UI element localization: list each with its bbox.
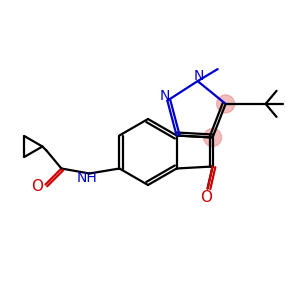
Text: NH: NH bbox=[77, 172, 98, 185]
Circle shape bbox=[204, 128, 222, 146]
Text: O: O bbox=[32, 179, 44, 194]
Text: N: N bbox=[194, 69, 204, 83]
Text: O: O bbox=[201, 190, 213, 205]
Text: N: N bbox=[159, 88, 170, 103]
Circle shape bbox=[217, 95, 235, 113]
